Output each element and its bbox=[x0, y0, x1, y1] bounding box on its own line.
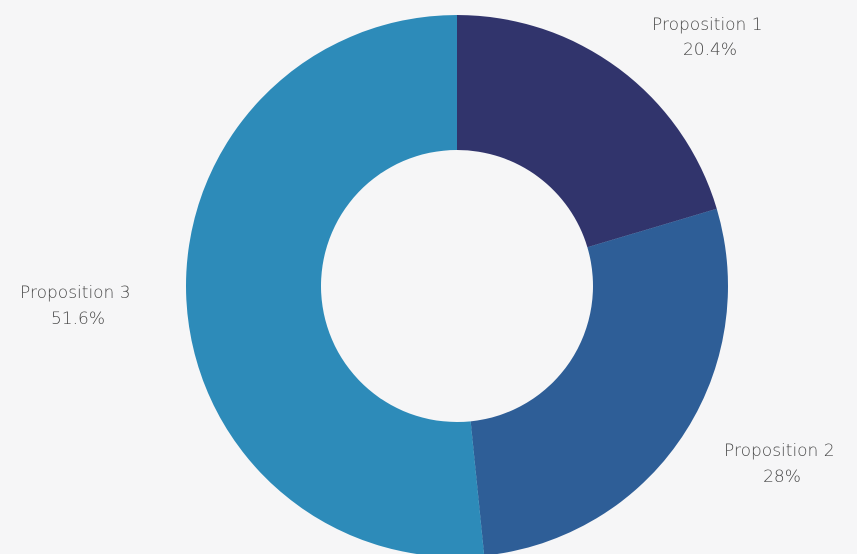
slice-proposition-1 bbox=[457, 15, 717, 248]
slice-label-proposition-1: Proposition 1 20.4% bbox=[652, 15, 768, 60]
slice-proposition-3 bbox=[186, 15, 485, 554]
slice-label-proposition-3: Proposition 3 51.6% bbox=[20, 283, 136, 329]
slice-proposition-2 bbox=[470, 208, 728, 554]
slice-value-proposition-3: 51.6% bbox=[51, 309, 105, 329]
slice-value-proposition-1: 20.4% bbox=[683, 40, 737, 60]
slices-group bbox=[186, 15, 728, 554]
labels-group: Proposition 1 20.4% Proposition 2 28% Pr… bbox=[20, 15, 840, 487]
slice-name-proposition-2: Proposition 2 bbox=[724, 441, 835, 461]
slice-value-proposition-2: 28% bbox=[763, 467, 801, 487]
slice-name-proposition-1: Proposition 1 bbox=[652, 15, 763, 35]
slice-label-proposition-2: Proposition 2 28% bbox=[724, 441, 840, 487]
slice-name-proposition-3: Proposition 3 bbox=[20, 283, 131, 303]
